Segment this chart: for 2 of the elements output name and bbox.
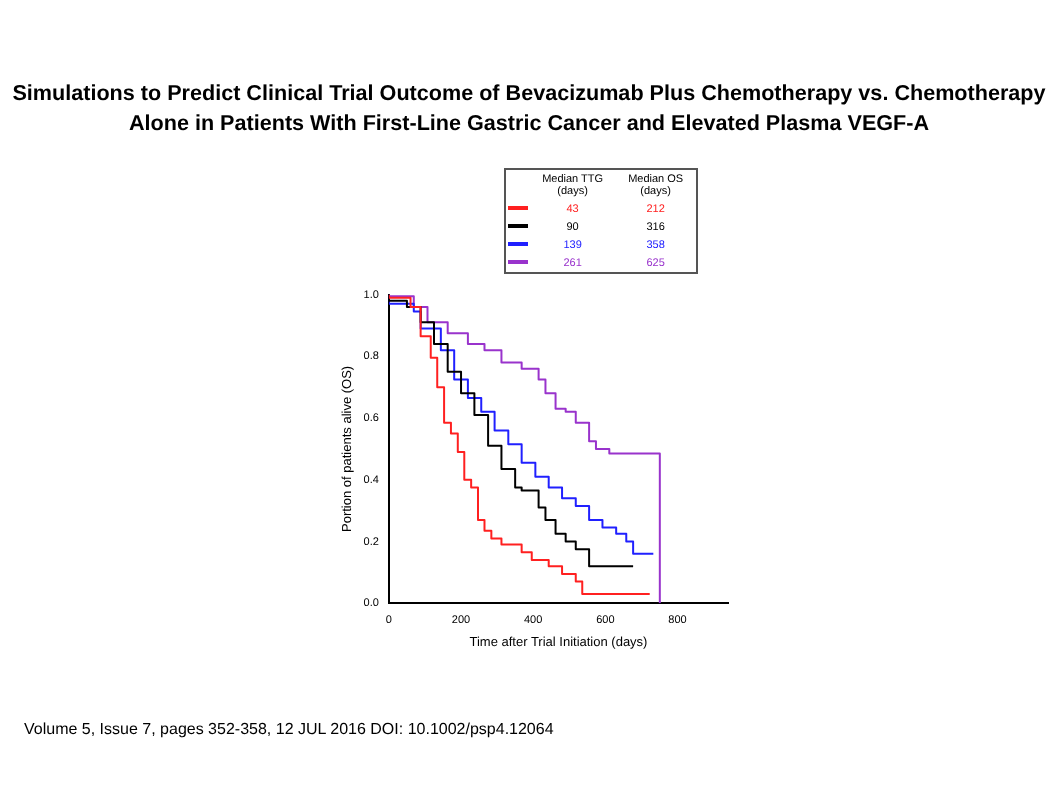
chart-title: Simulations to Predict Clinical Trial Outcome of Bevacizumab Plus Chemotherapy vs. Chemotherapy Alone in Patients With First-Line Gastric Cancer and Elevated Plasma VEGF-A [10,80,1048,140]
text: Volume 5, Issue 7, pages 352-358, 12 JUL 2016 DOI: 10.1002/psp4.12064 [24,720,554,738]
